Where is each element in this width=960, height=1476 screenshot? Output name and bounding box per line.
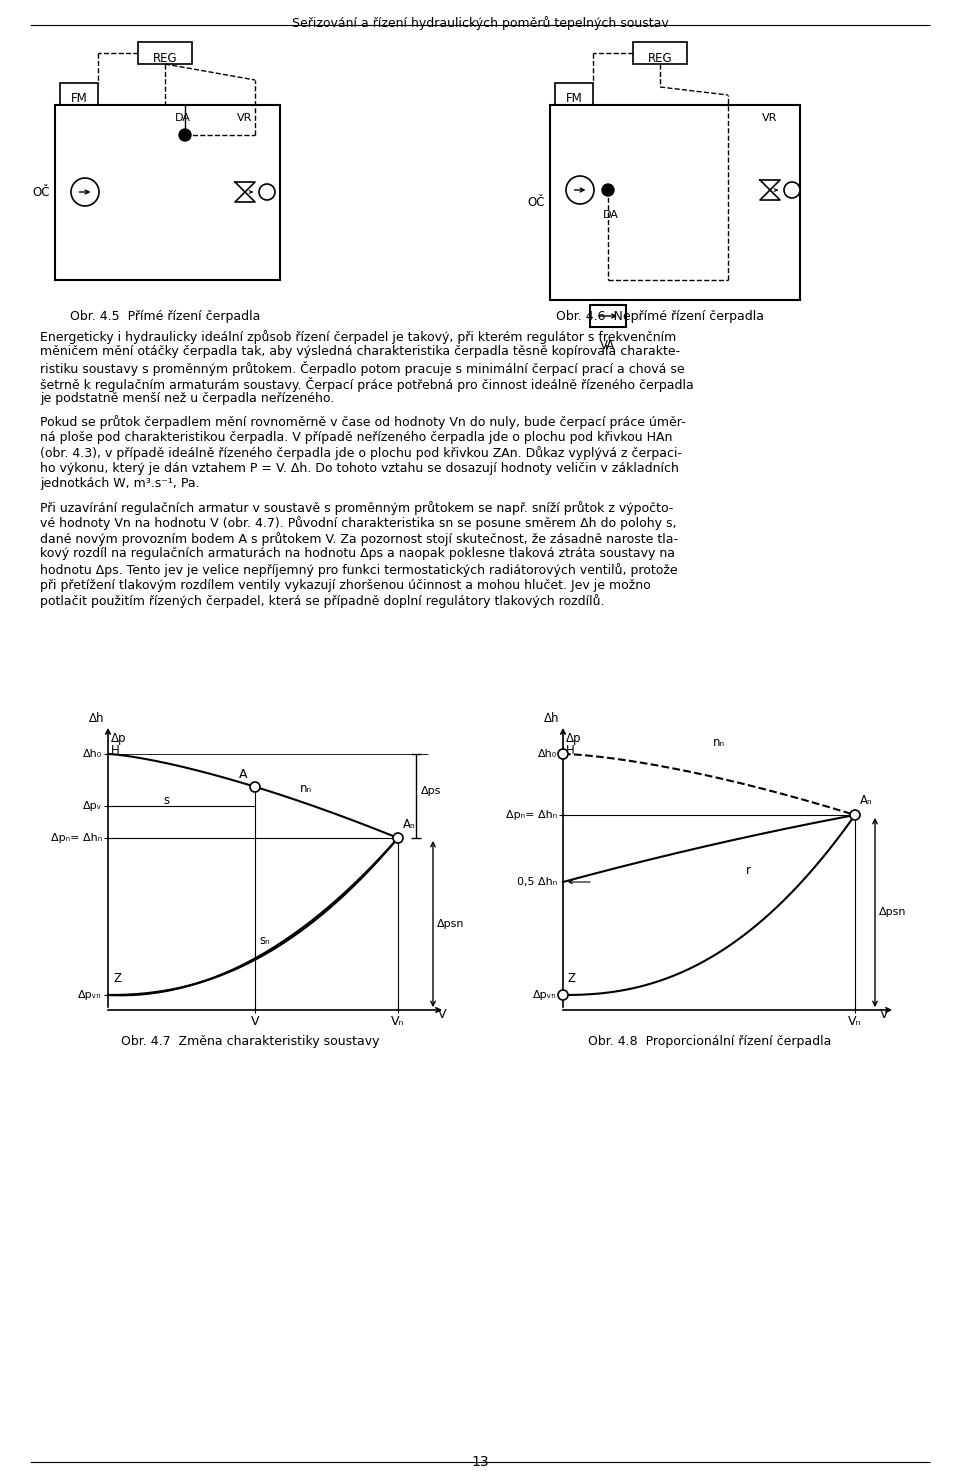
Text: při přetížení tlakovým rozdílem ventily vykazují zhoršenou účinnost a mohou hluč: při přetížení tlakovým rozdílem ventily … bbox=[40, 579, 651, 592]
Text: Vₙ: Vₙ bbox=[849, 1015, 862, 1027]
Text: nₙ: nₙ bbox=[713, 735, 725, 748]
Text: ristiku soustavy s proměnným průtokem. Čerpadlo potom pracuje s minimální čerpac: ristiku soustavy s proměnným průtokem. Č… bbox=[40, 362, 684, 376]
Circle shape bbox=[784, 182, 800, 198]
Text: potlačit použitím řízených čerpadel, která se případně doplní regulátory tlakový: potlačit použitím řízených čerpadel, kte… bbox=[40, 593, 605, 608]
Text: Obr. 4.7  Změna charakteristiky soustavy: Obr. 4.7 Změna charakteristiky soustavy bbox=[121, 1035, 379, 1048]
Text: REG: REG bbox=[648, 52, 672, 65]
Circle shape bbox=[250, 782, 260, 793]
Text: Δpsn: Δpsn bbox=[879, 906, 906, 917]
Text: hodnotu Δps. Tento jev je velice nepříjemný pro funkci termostatických radiátoro: hodnotu Δps. Tento jev je velice nepříje… bbox=[40, 562, 678, 577]
Text: jednotkách W, m³.s⁻¹, Pa.: jednotkách W, m³.s⁻¹, Pa. bbox=[40, 478, 200, 490]
Text: A: A bbox=[238, 769, 247, 781]
Text: ho výkonu, který je dán vztahem P = V. Δh. Do tohoto vztahu se dosazují hodnoty : ho výkonu, který je dán vztahem P = V. Δ… bbox=[40, 462, 679, 475]
Text: Δpₙ= Δhₙ: Δpₙ= Δhₙ bbox=[506, 810, 557, 821]
Text: ná ploše pod charakteristikou čerpadla. V případě neřízeného čerpadla jde o ploc: ná ploše pod charakteristikou čerpadla. … bbox=[40, 431, 672, 444]
Text: šetrně k regulačním armaturám soustavy. Čerpací práce potřebná pro činnost ideál: šetrně k regulačním armaturám soustavy. … bbox=[40, 376, 694, 391]
Text: Z: Z bbox=[568, 971, 576, 984]
Text: (obr. 4.3), v případě ideálně řízeného čerpadla jde o plochu pod křivkou ZAn. Dů: (obr. 4.3), v případě ideálně řízeného č… bbox=[40, 447, 682, 461]
Text: měničem mění otáčky čerpadla tak, aby výsledná charakteristika čerpadla těsně ko: měničem mění otáčky čerpadla tak, aby vý… bbox=[40, 345, 680, 359]
Text: Δpᵥ: Δpᵥ bbox=[83, 801, 102, 810]
Text: kový rozdíl na regulačních armaturách na hodnotu Δps a naopak poklesne tlaková z: kový rozdíl na regulačních armaturách na… bbox=[40, 548, 675, 561]
Circle shape bbox=[393, 832, 403, 843]
Text: Δp: Δp bbox=[566, 732, 582, 745]
Text: VA: VA bbox=[600, 339, 615, 351]
Bar bbox=[555, 83, 593, 105]
Text: Δh: Δh bbox=[543, 711, 559, 725]
Text: Aₙ: Aₙ bbox=[403, 818, 416, 831]
Text: Pokud se průtok čerpadlem mění rovnoměrně v čase od hodnoty Vn do nuly, bude čer: Pokud se průtok čerpadlem mění rovnoměrn… bbox=[40, 416, 685, 430]
Bar bbox=[590, 306, 626, 328]
Text: V: V bbox=[438, 1008, 446, 1021]
Text: V: V bbox=[880, 1008, 889, 1021]
Text: OČ: OČ bbox=[33, 186, 50, 198]
Circle shape bbox=[179, 128, 191, 142]
Text: Z: Z bbox=[114, 971, 122, 984]
Text: Energeticky i hydraulicky ideální způsob řízení čerpadel je takový, při kterém r: Energeticky i hydraulicky ideální způsob… bbox=[40, 331, 676, 344]
Text: 0,5 Δhₙ: 0,5 Δhₙ bbox=[516, 877, 557, 887]
Text: DA: DA bbox=[603, 210, 619, 220]
Text: dané novým provozním bodem A s průtokem V. Za pozornost stojí skutečnost, že zás: dané novým provozním bodem A s průtokem … bbox=[40, 531, 678, 546]
Text: Δpₙ= Δhₙ: Δpₙ= Δhₙ bbox=[51, 832, 102, 843]
Bar bbox=[550, 105, 800, 300]
Text: DA: DA bbox=[175, 114, 191, 123]
Text: r: r bbox=[746, 863, 751, 877]
Text: Obr. 4.6  Nepřímé řízení čerpadla: Obr. 4.6 Nepřímé řízení čerpadla bbox=[556, 310, 764, 323]
Text: FM: FM bbox=[565, 93, 583, 105]
Circle shape bbox=[850, 810, 860, 821]
Bar bbox=[633, 41, 687, 63]
Text: Při uzavírání regulačních armatur v soustavě s proměnným průtokem se např. sníží: Při uzavírání regulačních armatur v sous… bbox=[40, 500, 673, 515]
Circle shape bbox=[259, 184, 275, 201]
Text: Aₙ: Aₙ bbox=[860, 794, 873, 807]
Text: VR: VR bbox=[762, 114, 778, 123]
Text: H: H bbox=[566, 744, 575, 757]
Text: nₙ: nₙ bbox=[300, 782, 312, 796]
Text: Obr. 4.5  Přímé řízení čerpadla: Obr. 4.5 Přímé řízení čerpadla bbox=[70, 310, 260, 323]
Text: H: H bbox=[111, 744, 120, 757]
Bar bbox=[138, 41, 192, 63]
Text: V: V bbox=[251, 1015, 259, 1027]
Text: FM: FM bbox=[71, 93, 87, 105]
Text: 13: 13 bbox=[471, 1455, 489, 1469]
Bar bbox=[55, 105, 280, 280]
Text: Δh₀: Δh₀ bbox=[83, 748, 102, 759]
Text: Δh: Δh bbox=[88, 711, 104, 725]
Text: Δpᵥₙ: Δpᵥₙ bbox=[79, 990, 102, 1001]
Text: OČ: OČ bbox=[527, 195, 545, 208]
Circle shape bbox=[558, 748, 568, 759]
Text: Δpsn: Δpsn bbox=[437, 920, 465, 928]
Text: sₙ: sₙ bbox=[259, 933, 271, 946]
Text: vé hodnoty Vn na hodnotu V (obr. 4.7). Původní charakteristika sn se posune směr: vé hodnoty Vn na hodnotu V (obr. 4.7). P… bbox=[40, 517, 677, 530]
Text: Δp: Δp bbox=[111, 732, 127, 745]
Text: Δh₀: Δh₀ bbox=[538, 748, 557, 759]
Text: REG: REG bbox=[153, 52, 178, 65]
Circle shape bbox=[602, 184, 614, 196]
Text: Δps: Δps bbox=[421, 787, 442, 796]
Circle shape bbox=[558, 990, 568, 1001]
Text: s: s bbox=[163, 794, 169, 807]
Text: VR: VR bbox=[237, 114, 252, 123]
Text: Obr. 4.8  Proporcionální řízení čerpadla: Obr. 4.8 Proporcionální řízení čerpadla bbox=[588, 1035, 831, 1048]
Text: Vₙ: Vₙ bbox=[392, 1015, 405, 1027]
Bar bbox=[60, 83, 98, 105]
Text: Δpᵥₙ: Δpᵥₙ bbox=[533, 990, 557, 1001]
Text: je podstatně menší než u čerpadla neřízeného.: je podstatně menší než u čerpadla neříze… bbox=[40, 393, 334, 404]
Text: Seřizování a řízení hydraulických poměrů tepelných soustav: Seřizování a řízení hydraulických poměrů… bbox=[292, 16, 668, 30]
